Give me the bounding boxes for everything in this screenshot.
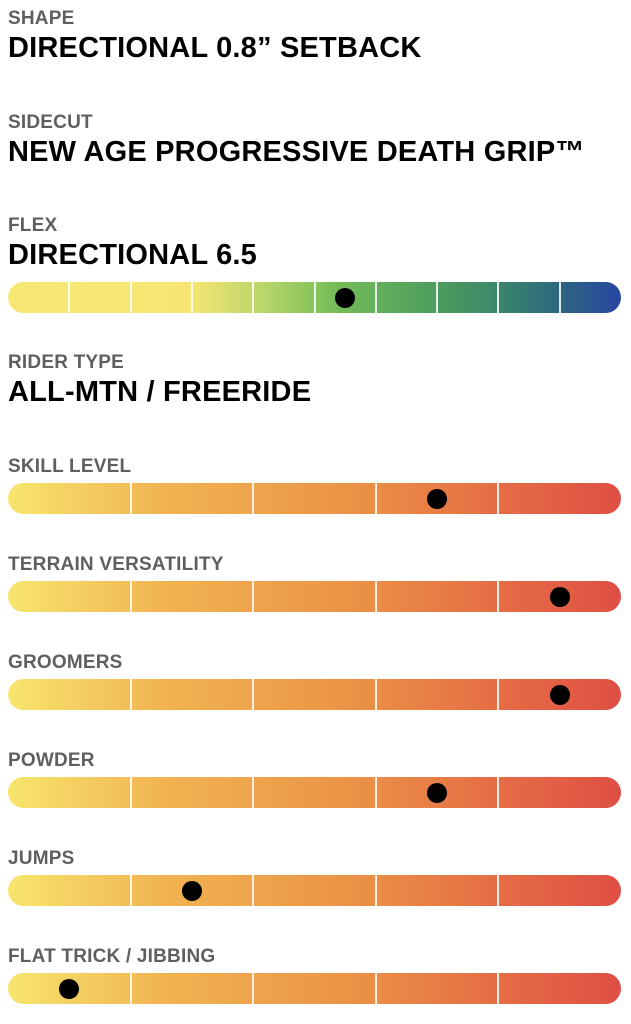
scale-divider <box>375 581 377 612</box>
skill-level-label: SKILL LEVEL <box>8 456 132 477</box>
flat-trick-jibbing-bar <box>8 973 621 1004</box>
groomers-marker <box>549 684 570 705</box>
scale-divider <box>375 282 377 313</box>
flex-scale-bar <box>8 282 621 313</box>
scale-divider <box>497 581 499 612</box>
terrain-versatility-bar <box>8 581 621 612</box>
scale-divider <box>191 282 193 313</box>
scale-divider <box>130 679 132 710</box>
scale-divider <box>252 581 254 612</box>
scale-divider <box>497 679 499 710</box>
jumps-label: JUMPS <box>8 848 75 869</box>
skill-level-marker <box>427 488 448 509</box>
scale-divider <box>252 679 254 710</box>
scale-divider <box>252 777 254 808</box>
flex-label: FLEX <box>8 215 58 236</box>
jumps-bar <box>8 875 621 906</box>
rider-type-label: RIDER TYPE <box>8 352 125 373</box>
rider-type-value: ALL-MTN / FREERIDE <box>8 376 312 408</box>
flex-marker <box>335 287 356 308</box>
terrain-versatility-marker <box>549 586 570 607</box>
scale-divider <box>130 777 132 808</box>
flat-trick-jibbing-marker <box>59 978 80 999</box>
scale-divider <box>130 581 132 612</box>
scale-divider <box>252 973 254 1004</box>
scale-divider <box>436 282 438 313</box>
flat-trick-jibbing-label: FLAT TRICK / JIBBING <box>8 946 216 967</box>
scale-divider <box>375 973 377 1004</box>
scale-divider <box>497 777 499 808</box>
scale-divider <box>130 875 132 906</box>
groomers-bar <box>8 679 621 710</box>
jumps-marker <box>181 880 202 901</box>
scale-divider <box>375 777 377 808</box>
scale-divider <box>130 282 132 313</box>
scale-divider <box>314 282 316 313</box>
scale-divider <box>252 483 254 514</box>
flex-value: DIRECTIONAL 6.5 <box>8 239 258 271</box>
sidecut-value: NEW AGE PROGRESSIVE DEATH GRIP™ <box>8 136 585 168</box>
scale-divider <box>130 483 132 514</box>
scale-divider <box>497 282 499 313</box>
scale-divider <box>252 875 254 906</box>
scale-divider <box>375 483 377 514</box>
sidecut-label: SIDECUT <box>8 112 93 133</box>
scale-divider <box>497 973 499 1004</box>
groomers-label: GROOMERS <box>8 652 123 673</box>
scale-divider <box>252 282 254 313</box>
scale-divider <box>68 282 70 313</box>
scale-divider <box>375 875 377 906</box>
scale-divider <box>497 483 499 514</box>
shape-value: DIRECTIONAL 0.8” SETBACK <box>8 32 422 64</box>
powder-marker <box>427 782 448 803</box>
terrain-versatility-label: TERRAIN VERSATILITY <box>8 554 224 575</box>
scale-divider <box>559 282 561 313</box>
skill-level-bar <box>8 483 621 514</box>
scale-divider <box>375 679 377 710</box>
powder-label: POWDER <box>8 750 95 771</box>
scale-divider <box>130 973 132 1004</box>
powder-bar <box>8 777 621 808</box>
scale-divider <box>497 875 499 906</box>
shape-label: SHAPE <box>8 8 75 29</box>
